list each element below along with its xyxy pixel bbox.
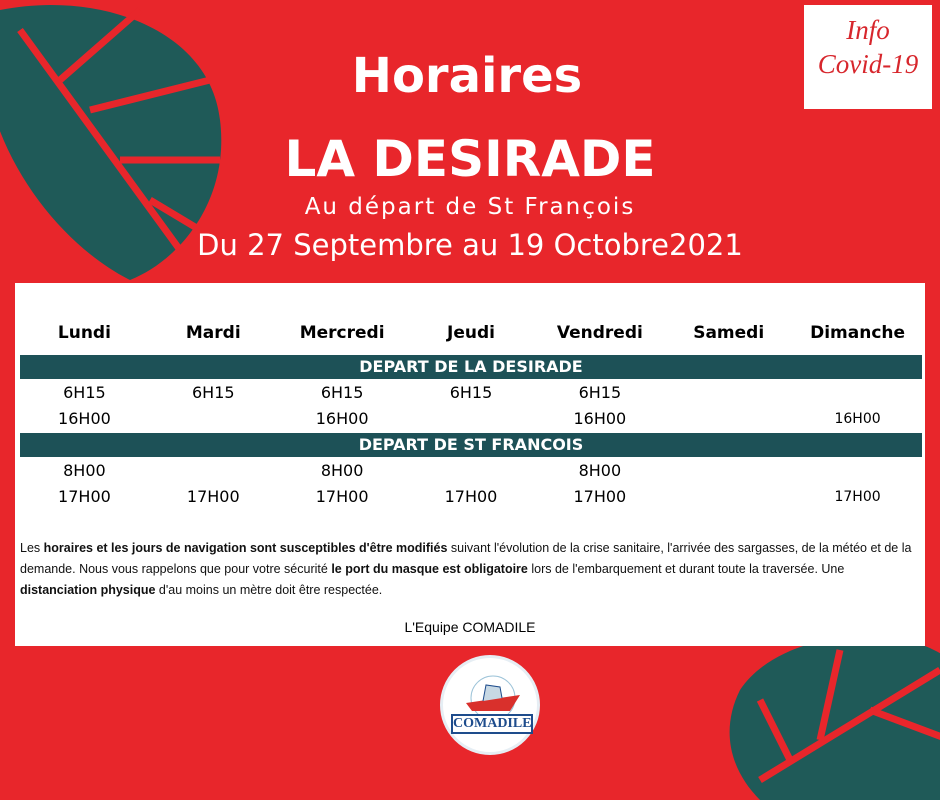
logo-text: COMADILE xyxy=(451,714,533,734)
departure-time: 17H00 xyxy=(315,487,369,506)
period-text: Du 27 Septembre au 19 Octobre2021 xyxy=(197,228,743,262)
notice-text: Les horaires et les jours de navigation … xyxy=(20,538,920,601)
departure-time: 16H00 xyxy=(573,409,627,428)
days-header: Lundi Mardi Mercredi Jeudi Vendredi Same… xyxy=(20,323,922,343)
departure-time xyxy=(664,484,793,510)
notice-emphasis: le port du masque est obligatoire xyxy=(331,562,528,576)
day-label: Mardi xyxy=(185,323,241,343)
departure-time: 8H00 xyxy=(63,461,106,480)
notice-segment: d'au moins un mètre doit être respectée. xyxy=(155,583,383,597)
comadile-logo: COMADILE xyxy=(440,655,540,755)
departure-time: 6H15 xyxy=(320,383,364,402)
day-label: Jeudi xyxy=(447,323,495,343)
badge-line-2: Covid-19 xyxy=(817,49,919,79)
departure-time: 17H00 xyxy=(573,487,627,506)
badge-line-1: Info xyxy=(846,15,890,45)
departure-time xyxy=(407,406,536,432)
signature: L'Equipe COMADILE xyxy=(404,619,536,635)
ship-icon xyxy=(466,675,520,718)
monstera-leaf-top-left xyxy=(0,4,222,280)
covid-info-badge[interactable]: Info Covid-19 xyxy=(804,5,932,109)
departure-time: 16H00 xyxy=(834,411,881,427)
departure-time: 6H15 xyxy=(191,383,235,402)
notice-segment: suivant l'évolution de la crise sanitair… xyxy=(20,541,912,576)
departure-time xyxy=(407,458,536,484)
day-label: Dimanche xyxy=(810,323,906,343)
schedule-row: 6H15 6H15 6H15 6H15 6H15 xyxy=(20,380,922,406)
departure-time: 16H00 xyxy=(315,409,369,428)
departure-time xyxy=(793,458,922,484)
notice-emphasis: horaires et les jours de navigation sont… xyxy=(43,541,448,555)
notice-segment: Les xyxy=(20,541,44,555)
departure-time xyxy=(664,380,793,406)
departure-time xyxy=(664,458,793,484)
departure-time: 6H15 xyxy=(63,383,106,402)
departure-time xyxy=(149,458,278,484)
departure-time: 6H15 xyxy=(449,383,493,402)
departure-subtitle: Au départ de St François xyxy=(304,194,636,220)
schedule-row: 8H00 8H00 8H00 xyxy=(20,458,922,484)
departure-time: 16H00 xyxy=(58,409,111,428)
departure-time: 6H15 xyxy=(578,383,622,402)
schedule-row: 17H00 17H00 17H00 17H00 17H00 17H00 xyxy=(20,484,922,510)
monstera-leaf-bottom-right xyxy=(729,636,940,800)
schedule-row: 16H00 16H00 16H00 16H00 xyxy=(20,406,922,432)
schedule-card: Lundi Mardi Mercredi Jeudi Vendredi Same… xyxy=(15,283,925,646)
day-label: Mercredi xyxy=(299,323,385,343)
section-header: DEPART DE LA DESIRADE xyxy=(20,355,922,379)
day-label: Lundi xyxy=(57,323,111,343)
notice-emphasis: distanciation physique xyxy=(20,583,156,597)
departure-time: 8H00 xyxy=(320,461,364,480)
departure-time: 17H00 xyxy=(834,489,881,505)
departure-time: 17H00 xyxy=(58,487,111,506)
departure-time: 17H00 xyxy=(186,487,240,506)
section-header: DEPART DE ST FRANCOIS xyxy=(20,433,922,457)
departure-time xyxy=(793,380,922,406)
departure-time xyxy=(149,406,278,432)
destination-title: LA DESIRADE xyxy=(284,130,656,188)
day-label: Samedi xyxy=(693,323,765,343)
departure-time: 8H00 xyxy=(578,461,622,480)
departure-time: 17H00 xyxy=(444,487,498,506)
notice-segment: lors de l'embarquement et durant toute l… xyxy=(527,562,845,576)
page-title: Horaires xyxy=(351,48,583,104)
day-label: Vendredi xyxy=(556,323,643,343)
departure-time xyxy=(664,406,793,432)
